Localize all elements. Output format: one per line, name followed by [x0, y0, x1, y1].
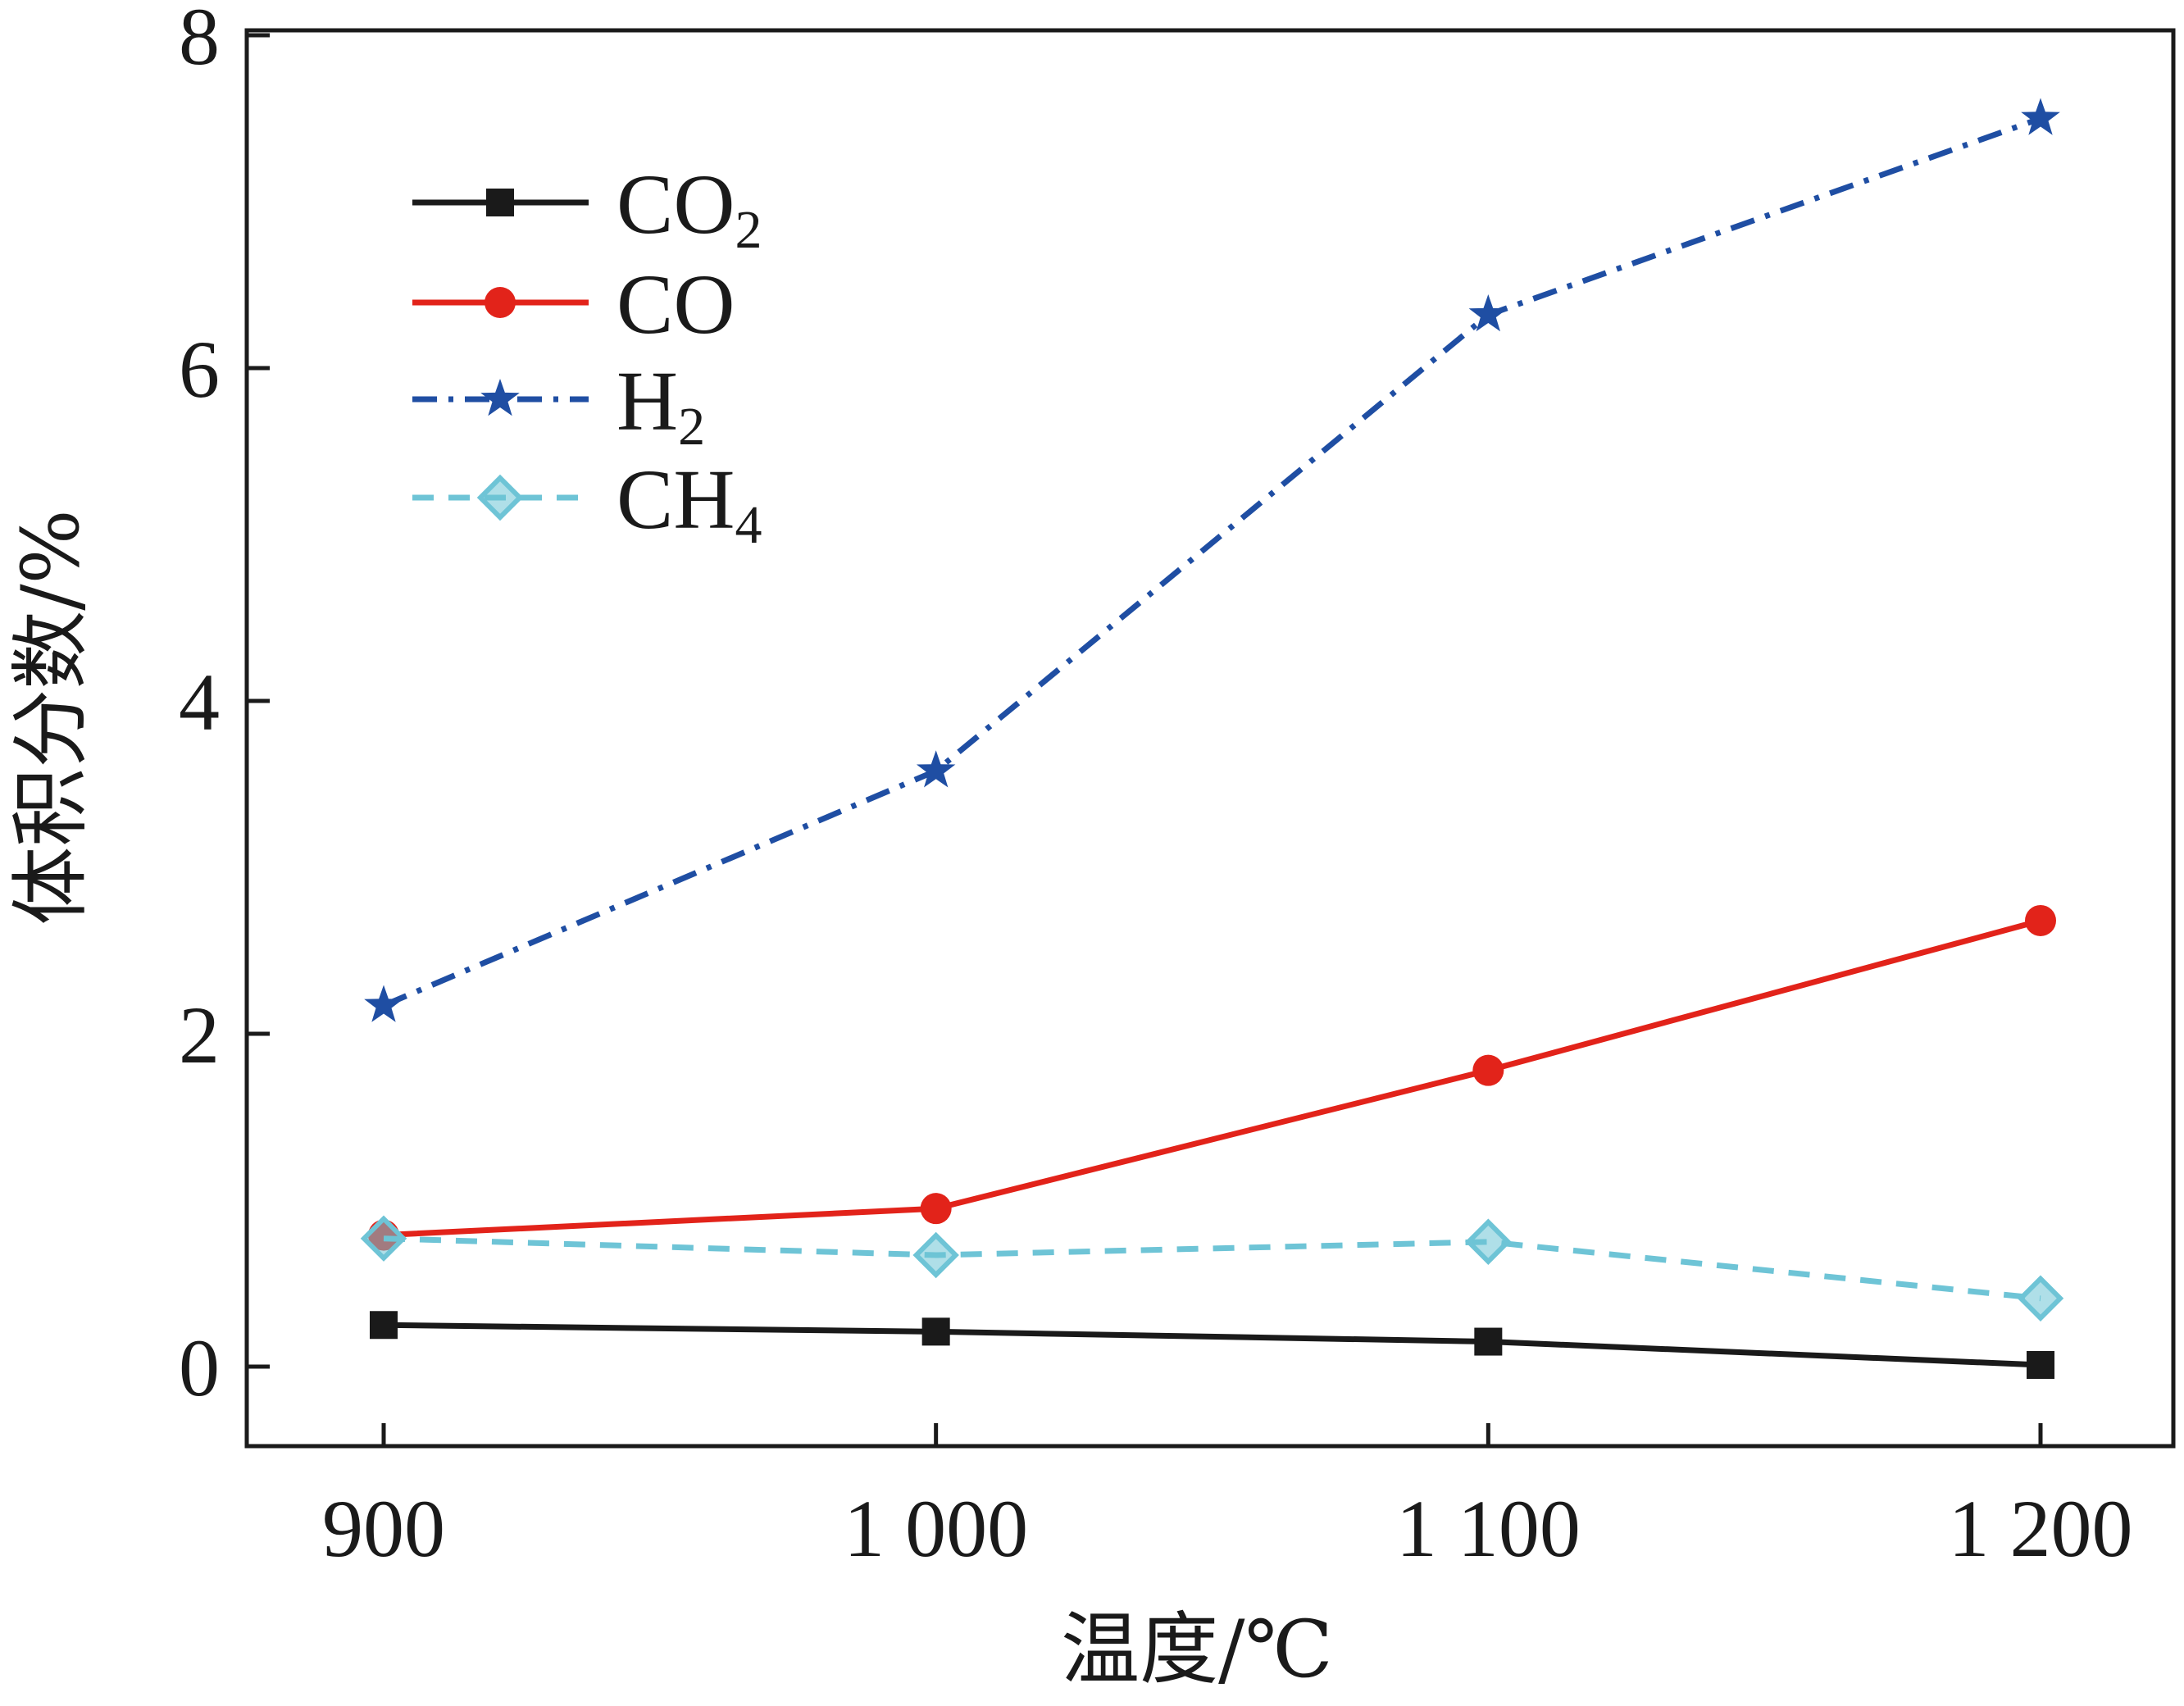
series-line-h2 — [382, 116, 2042, 1008]
series-h2 — [364, 98, 2060, 1022]
legend-item-co: CO — [412, 257, 735, 352]
y-tick-label: 4 — [179, 657, 220, 748]
x-tick-label: 900 — [322, 1483, 445, 1574]
legend-marker — [476, 474, 524, 521]
y-axis: 0 2 4 6 8 — [179, 0, 270, 1413]
legend-marker — [486, 189, 514, 216]
legend-marker — [485, 287, 516, 318]
x-tick-label: 1 200 — [1949, 1483, 2133, 1574]
data-point-co2 — [370, 1311, 398, 1340]
legend-label: CO — [617, 257, 735, 352]
data-point-ch4 — [360, 1215, 407, 1262]
legend-label: CH4 — [617, 453, 762, 555]
plot-frame — [244, 28, 2176, 1449]
data-point-ch4 — [2017, 1275, 2064, 1322]
series-layer — [360, 98, 2064, 1379]
x-axis-title: 温度/℃ — [1061, 1604, 1333, 1695]
x-tick-label: 1 000 — [844, 1483, 1028, 1574]
x-tick-label: 1 100 — [1396, 1483, 1581, 1574]
series-ch4 — [360, 1215, 2064, 1322]
legend-marker — [480, 379, 520, 416]
data-point-h2 — [916, 750, 956, 788]
y-axis-title: 体积分数/% — [5, 509, 97, 926]
series-line-co2 — [383, 1322, 2041, 1368]
data-point-co — [2025, 904, 2056, 936]
legend-item-co2: CO2 — [412, 157, 762, 260]
legend-label: H2 — [617, 354, 705, 457]
y-tick-label: 8 — [179, 0, 220, 82]
data-point-co — [1472, 1054, 1504, 1086]
legend-item-h2: H2 — [412, 354, 705, 457]
y-tick-label: 0 — [179, 1322, 220, 1413]
data-point-co2 — [2027, 1350, 2054, 1379]
data-point-h2 — [1468, 294, 1508, 332]
data-point-h2 — [2021, 98, 2060, 135]
x-axis: 900 1 000 1 100 1 200 — [322, 1423, 2133, 1574]
data-point-co2 — [921, 1317, 950, 1346]
y-tick-label: 2 — [179, 989, 220, 1080]
series-co — [368, 904, 2056, 1251]
data-point-co — [920, 1193, 952, 1225]
data-point-ch4 — [1465, 1218, 1512, 1265]
series-line-co — [383, 917, 2041, 1239]
legend-label: CO2 — [617, 157, 762, 260]
series-line-ch4 — [383, 1235, 2041, 1302]
series-co2 — [370, 1311, 2054, 1379]
data-point-ch4 — [912, 1231, 959, 1279]
legend-item-ch4: CH4 — [412, 453, 762, 555]
data-point-co2 — [1474, 1327, 1503, 1356]
y-tick-label: 6 — [179, 324, 220, 415]
data-point-h2 — [364, 985, 403, 1022]
